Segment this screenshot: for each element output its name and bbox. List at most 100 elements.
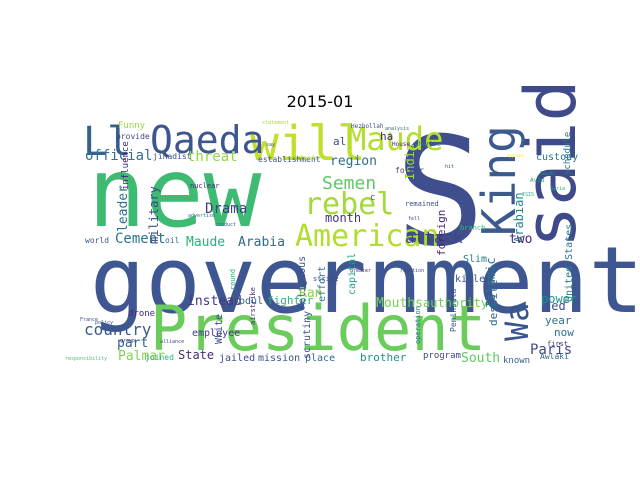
cloud-word: c: [370, 193, 375, 203]
cloud-word: King: [472, 125, 526, 236]
cloud-word: influence: [121, 141, 131, 190]
cloud-word: Maude: [347, 120, 443, 158]
cloud-word: will: [250, 116, 366, 172]
cloud-word: attack: [405, 228, 463, 247]
cloud-word: Slim: [463, 254, 487, 265]
cloud-word: al: [333, 135, 346, 148]
cloud-word: fighter: [267, 294, 314, 307]
cloud-word: effort: [317, 266, 328, 302]
cloud-word: ha: [380, 130, 393, 143]
cloud-word: custody: [536, 152, 578, 163]
cloud-word: establishment: [258, 155, 321, 164]
cloud-word: branch: [460, 224, 485, 232]
cloud-word: greater: [350, 268, 371, 274]
cloud-word: Peninsula: [449, 288, 458, 332]
cloud-word: lends: [300, 155, 318, 162]
cloud-word: region: [330, 154, 377, 169]
cloud-word: country: [84, 320, 152, 339]
cloud-word: threat: [187, 149, 238, 165]
cloud-word: part: [117, 336, 148, 351]
cloud-word: strike: [313, 275, 338, 283]
cloud-word: jailed: [219, 353, 255, 364]
cloud-word: new: [88, 137, 262, 249]
cloud-word: now: [554, 326, 574, 339]
cloud-word: program: [423, 351, 461, 361]
cloud-word: Syria: [550, 186, 565, 192]
cloud-word: month: [325, 211, 361, 225]
cloud-word: Palmar: [118, 349, 165, 364]
cloud-word: Mouths: [376, 296, 423, 311]
cloud-word: provide: [116, 132, 150, 141]
cloud-word: said: [510, 79, 592, 248]
cloud-word: employee: [192, 328, 240, 339]
cloud-word: S: [395, 106, 485, 280]
cloud-word: Arabia: [238, 235, 285, 250]
cloud-word: jihadist: [153, 152, 192, 161]
cloud-word: responsibility: [65, 356, 107, 362]
cloud-word: airstrike: [249, 287, 257, 325]
cloud-word: government: [90, 227, 640, 334]
cloud-word: Semen: [322, 173, 376, 194]
cloud-word: group: [120, 338, 135, 344]
cloud-word: House: [392, 141, 410, 148]
cloud-word: led: [544, 299, 566, 313]
cloud-word: Drama: [205, 201, 247, 217]
cloud-word: Hezbollah: [351, 123, 384, 130]
cloud-word: President: [150, 292, 486, 365]
cloud-word: killed: [455, 274, 491, 285]
cloud-word: Cement: [115, 231, 166, 247]
cloud-word: mission: [258, 353, 300, 364]
cloud-word: relation: [400, 268, 424, 274]
cloud-word: hit: [445, 164, 454, 170]
cloud-word: South: [461, 351, 500, 366]
cloud-word: remained: [405, 200, 439, 208]
chart-title: 2015-01: [286, 92, 354, 111]
cloud-word: State: [178, 348, 214, 362]
cloud-word: oil: [165, 236, 180, 245]
cloud-word: India: [403, 144, 417, 180]
cloud-word: Abdul: [233, 296, 263, 307]
cloud-word: American: [295, 219, 440, 254]
cloud-word: religious: [297, 256, 308, 310]
cloud-word: opposed: [507, 153, 524, 158]
cloud-word: conduct: [215, 222, 236, 228]
cloud-word: Funny: [118, 121, 146, 131]
cloud-word: policy: [95, 320, 113, 326]
cloud-word: alliance: [160, 339, 184, 345]
cloud-word: joined: [145, 353, 174, 362]
cloud-word: Paris: [530, 342, 572, 358]
cloud-word: Qaeda: [150, 118, 264, 162]
cloud-word: brother: [360, 351, 407, 364]
cloud-word: despite: [487, 280, 500, 326]
cloud-word: Wa: [498, 302, 536, 341]
cloud-word: Ll: [83, 119, 131, 165]
cloud-word: rebel: [304, 187, 394, 222]
cloud-word: instead: [187, 294, 242, 309]
cloud-word: authority: [423, 296, 488, 310]
cloud-word: scrutiny: [302, 311, 313, 359]
cloud-word: known: [503, 356, 530, 366]
cloud-word: former: [395, 166, 424, 175]
cloud-word: nuclear: [190, 182, 220, 190]
cloud-word: first: [547, 340, 568, 348]
cloud-word: round: [229, 269, 237, 290]
cloud-word: world: [85, 236, 109, 245]
cloud-word: ISIS: [522, 192, 534, 198]
cloud-word: Awlaki: [540, 352, 569, 361]
cloud-word: place: [305, 353, 335, 364]
cloud-word: foreign: [435, 210, 448, 256]
cloud-word: fell: [408, 216, 420, 222]
cloud-word: Saudi: [540, 171, 555, 177]
cloud-word: capital: [347, 253, 358, 295]
cloud-word: statement: [262, 120, 289, 126]
cloud-word: White: [214, 314, 225, 344]
cloud-word: say: [266, 142, 275, 148]
cloud-word: United States: [564, 224, 575, 302]
cloud-word: advertise: [188, 213, 215, 219]
cloud-word: analysis: [385, 126, 409, 132]
cloud-word: Ran: [299, 286, 322, 301]
cloud-word: Avid: [530, 177, 545, 184]
cloud-word: official: [85, 148, 152, 164]
cloud-word: two: [509, 232, 532, 247]
